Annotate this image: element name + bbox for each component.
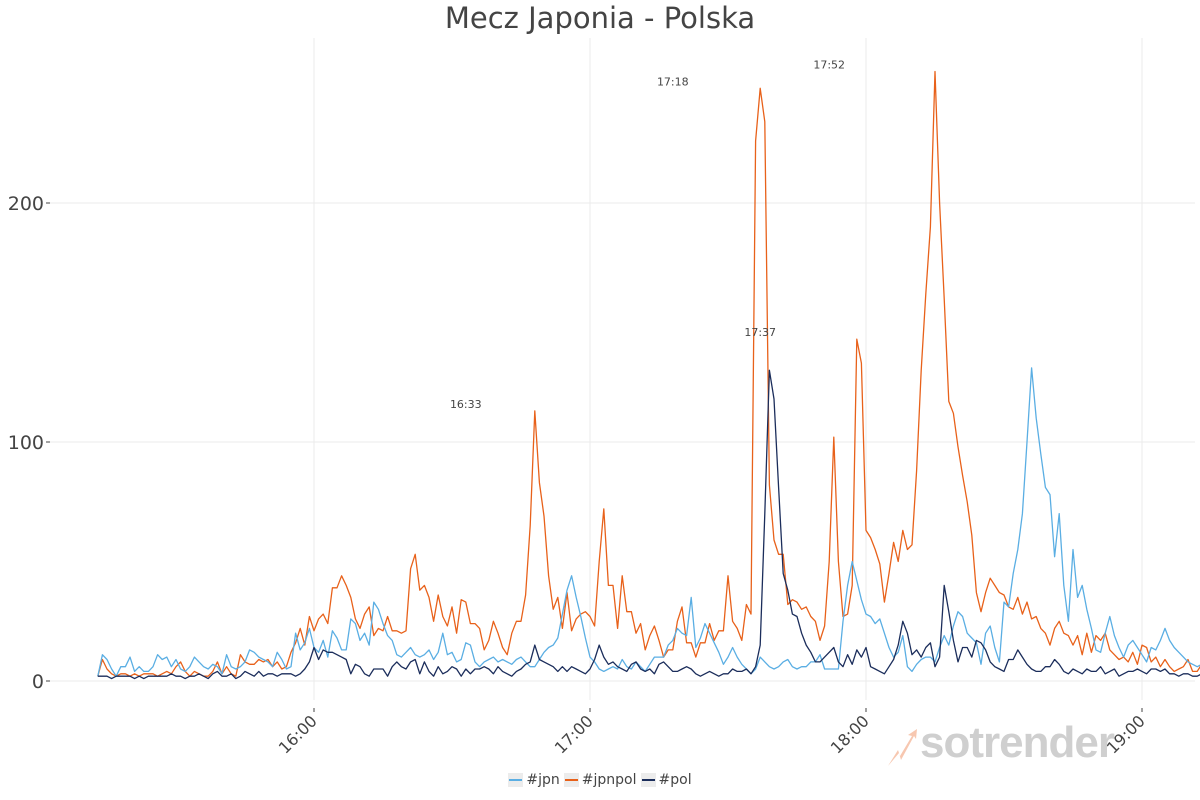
series-line-jpn xyxy=(97,367,1200,677)
y-tick-label: 0 xyxy=(32,671,44,693)
y-tick-label: 200 xyxy=(8,193,44,215)
y-tick-label: 100 xyxy=(8,432,44,454)
peak-annotation: 17:52 xyxy=(813,59,845,72)
legend-swatch xyxy=(508,773,524,787)
series-line-jpnpol xyxy=(97,70,1200,677)
legend-label: #pol xyxy=(658,772,692,788)
x-tick-label: 16:00 xyxy=(275,711,321,757)
sotrender-logo-icon xyxy=(888,729,917,766)
legend-item-jpn[interactable]: #jpn xyxy=(508,772,560,788)
legend-label: #jpn xyxy=(526,772,560,788)
x-tick-label: 17:00 xyxy=(551,711,597,757)
peak-annotation: 17:37 xyxy=(744,326,776,339)
y-axis: 0 100 200 xyxy=(8,193,50,693)
series-lines xyxy=(97,70,1200,680)
peak-annotation: 17:18 xyxy=(657,75,689,88)
peak-annotation: 16:33 xyxy=(450,398,482,411)
series-line-pol xyxy=(97,369,1200,680)
grid-lines xyxy=(50,38,1195,700)
x-tick-label: 18:00 xyxy=(827,711,873,757)
legend-swatch xyxy=(640,773,656,787)
chart-title: Mecz Japonia - Polska xyxy=(444,1,756,35)
legend: #jpn #jpnpol #pol xyxy=(0,772,1200,788)
watermark-text: sotrender xyxy=(920,718,1115,767)
legend-swatch xyxy=(563,773,579,787)
legend-item-pol[interactable]: #pol xyxy=(640,772,692,788)
legend-label: #jpnpol xyxy=(581,772,637,788)
annotations: 16:33 17:18 17:37 17:52 xyxy=(450,59,845,411)
sotrender-watermark: sotrender xyxy=(886,718,1126,770)
legend-item-jpnpol[interactable]: #jpnpol xyxy=(563,772,637,788)
